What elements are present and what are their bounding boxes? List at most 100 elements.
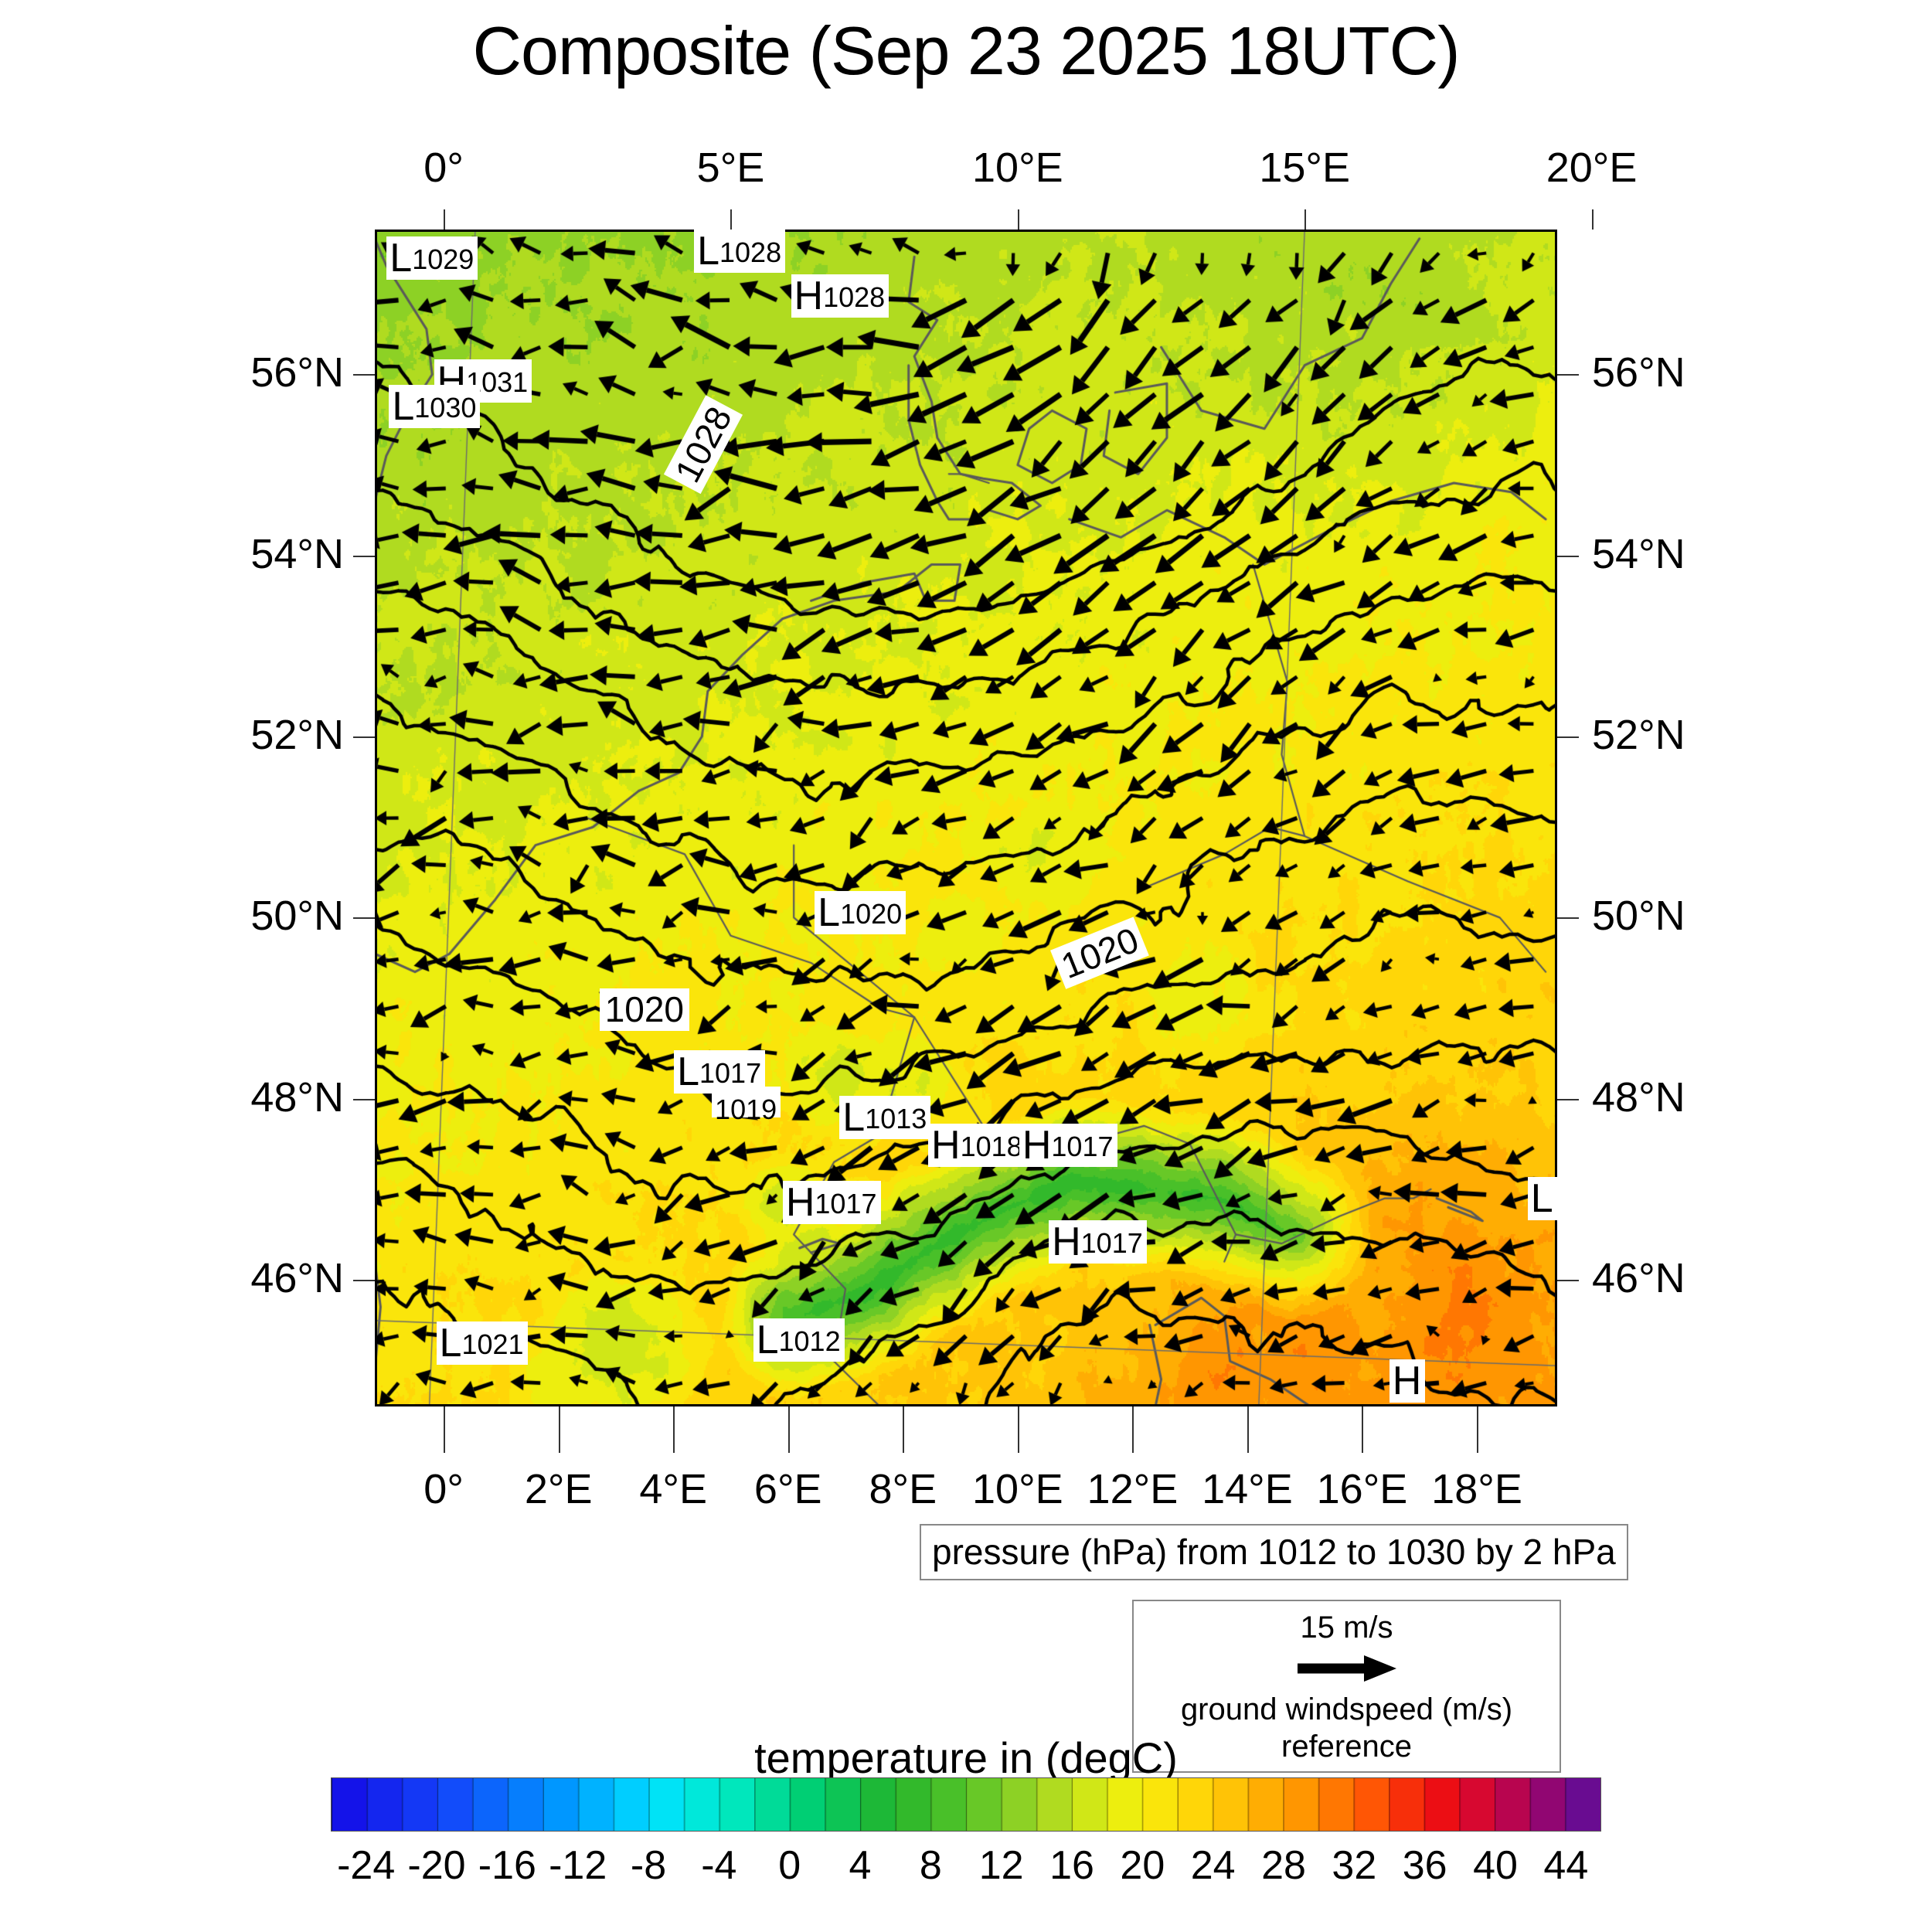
axis-label-bottom: 12°E xyxy=(1087,1466,1179,1512)
axis-label-right: 46°N xyxy=(1592,1254,1685,1301)
axis-tick-left xyxy=(353,374,375,376)
pressure-marker-l: L1021 xyxy=(436,1321,528,1366)
axis-label-top: 15°E xyxy=(1259,145,1351,191)
colorbar-canvas[interactable] xyxy=(331,1777,1601,1832)
axis-label-left: 54°N xyxy=(250,530,344,577)
pressure-marker-h: H1017 xyxy=(1049,1220,1147,1264)
axis-label-bottom: 2°E xyxy=(524,1466,593,1512)
axis-tick-right xyxy=(1557,374,1579,376)
axis-label-bottom: 18°E xyxy=(1431,1466,1522,1512)
axis-label-left: 46°N xyxy=(250,1254,344,1301)
axis-label-left: 48°N xyxy=(250,1073,344,1121)
axis-tick-left xyxy=(353,1279,375,1281)
axis-tick-left xyxy=(353,736,375,739)
axis-tick-bottom xyxy=(1477,1406,1479,1453)
axis-label-bottom: 8°E xyxy=(869,1466,937,1512)
pressure-marker-h: H1017 xyxy=(782,1180,881,1224)
colorbar-tick-label: 28 xyxy=(1261,1843,1306,1888)
axis-label-bottom: 6°E xyxy=(753,1466,822,1512)
weather-map-canvas[interactable] xyxy=(375,230,1557,1406)
colorbar-tick-label: 40 xyxy=(1473,1843,1518,1888)
colorbar-tick-label: 20 xyxy=(1120,1843,1165,1888)
axis-tick-top xyxy=(730,209,733,230)
colorbar-tick-labels: -24 -20 -16 -12 -8 -4 0 4 8 12 16 20 24 28 32 36 40 44 xyxy=(331,1842,1601,1889)
axis-tick-left xyxy=(353,1098,375,1100)
pressure-marker-l: L1020 xyxy=(815,890,906,934)
pressure-marker-h: H1018 xyxy=(928,1124,1026,1168)
axis-label-top: 5°E xyxy=(696,145,765,191)
pressure-marker-l: L1029 xyxy=(386,236,478,281)
axis-label-bottom: 16°E xyxy=(1316,1466,1408,1512)
axis-label-top: 0° xyxy=(423,145,464,191)
colorbar-tick-label: 16 xyxy=(1049,1843,1094,1888)
colorbar-tick-label: 8 xyxy=(919,1843,942,1888)
axis-tick-top xyxy=(1017,209,1019,230)
axis-label-right: 48°N xyxy=(1592,1073,1685,1121)
pressure-marker-l: L1017 xyxy=(674,1049,766,1094)
axis-label-right: 54°N xyxy=(1592,530,1685,577)
axis-tick-right xyxy=(1557,736,1579,739)
axis-tick-bottom xyxy=(558,1406,560,1453)
axis-label-bottom: 4°E xyxy=(639,1466,708,1512)
colorbar-tick-label: -12 xyxy=(549,1843,607,1888)
axis-tick-right xyxy=(1557,555,1579,557)
axis-tick-left xyxy=(353,917,375,920)
axis-tick-bottom xyxy=(1017,1406,1019,1453)
axis-tick-bottom xyxy=(1362,1406,1364,1453)
axis-label-bottom: 0° xyxy=(423,1466,464,1512)
pressure-marker-l: L1030 xyxy=(389,385,481,429)
axis-label-right: 52°N xyxy=(1592,712,1685,759)
axis-tick-top xyxy=(1591,209,1594,230)
page-title: Composite (Sep 23 2025 18UTC) xyxy=(472,12,1461,89)
axis-tick-left xyxy=(353,555,375,557)
colorbar-tick-label: -20 xyxy=(407,1843,466,1888)
axis-label-left: 56°N xyxy=(250,349,344,396)
colorbar-tick-label: 24 xyxy=(1190,1843,1236,1888)
colorbar-tick-label: -8 xyxy=(630,1843,667,1888)
pressure-legend: pressure (hPa) from 1012 to 1030 by 2 hP… xyxy=(920,1524,1628,1580)
colorbar-tick-label: -4 xyxy=(701,1843,737,1888)
map-panel[interactable] xyxy=(375,230,1557,1406)
axis-tick-bottom xyxy=(787,1406,790,1453)
axis-tick-bottom xyxy=(444,1406,446,1453)
colorbar-tick-label: 44 xyxy=(1543,1843,1589,1888)
wind-reference-legend: 15 m/s ground windspeed (m/s) reference xyxy=(1132,1600,1561,1773)
pressure-marker-h: H1028 xyxy=(791,274,889,318)
pressure-marker-l: L1013 xyxy=(839,1095,931,1139)
axis-tick-top xyxy=(1304,209,1307,230)
wind-arrow-icon xyxy=(1297,1655,1396,1682)
axis-label-bottom: 10°E xyxy=(972,1466,1063,1512)
colorbar-tick-label: 4 xyxy=(849,1843,872,1888)
pressure-sublabel: 1019 xyxy=(712,1086,781,1123)
colorbar[interactable] xyxy=(331,1777,1601,1832)
pressure-marker-h: H1017 xyxy=(1019,1124,1117,1168)
axis-tick-bottom xyxy=(1247,1406,1249,1453)
axis-label-top: 10°E xyxy=(972,145,1063,191)
axis-tick-top xyxy=(444,209,446,230)
axis-label-left: 50°N xyxy=(250,893,344,940)
axis-label-left: 52°N xyxy=(250,712,344,759)
axis-tick-right xyxy=(1557,917,1579,920)
colorbar-title: temperature in (degC) xyxy=(754,1733,1178,1782)
wind-reference-caption: ground windspeed (m/s) reference xyxy=(1180,1692,1513,1764)
axis-label-top: 20°E xyxy=(1546,145,1638,191)
axis-tick-bottom xyxy=(1132,1406,1134,1453)
pressure-marker-l: L1012 xyxy=(753,1318,845,1362)
isobar-label: 1020 xyxy=(599,988,690,1031)
axis-label-bottom: 14°E xyxy=(1202,1466,1293,1512)
pressure-marker-h: H xyxy=(1389,1359,1426,1403)
axis-tick-bottom xyxy=(673,1406,675,1453)
colorbar-tick-label: 36 xyxy=(1402,1843,1447,1888)
pressure-marker-l: L1028 xyxy=(694,230,786,273)
axis-tick-right xyxy=(1557,1279,1579,1281)
colorbar-tick-label: -24 xyxy=(337,1843,396,1888)
pressure-marker-l: L xyxy=(1527,1177,1557,1220)
colorbar-tick-label: -16 xyxy=(478,1843,536,1888)
wind-reference-value: 15 m/s xyxy=(1300,1611,1393,1645)
axis-tick-right xyxy=(1557,1098,1579,1100)
axis-label-right: 56°N xyxy=(1592,349,1685,396)
colorbar-tick-label: 32 xyxy=(1332,1843,1377,1888)
axis-label-right: 50°N xyxy=(1592,893,1685,940)
colorbar-tick-label: 12 xyxy=(978,1843,1024,1888)
colorbar-tick-label: 0 xyxy=(778,1843,801,1888)
